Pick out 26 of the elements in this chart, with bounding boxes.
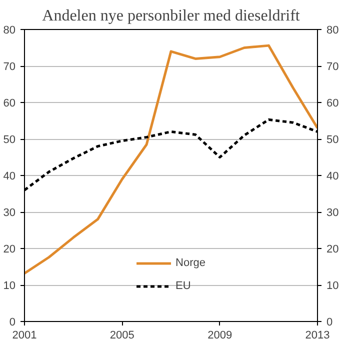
x-tick-label: 2009: [208, 330, 232, 341]
x-tick-label: 2005: [110, 330, 134, 341]
y2-tick-label: 50: [326, 134, 339, 146]
y2-tick-label: 10: [326, 280, 339, 292]
line-series: [24, 44, 318, 275]
y2-tick-label: 0: [326, 316, 333, 328]
x-tick-label: 2013: [305, 330, 330, 341]
y2-tick-label: 40: [326, 170, 339, 182]
y-tick-label: 80: [3, 24, 16, 36]
x-tick-label: 2001: [12, 330, 37, 341]
y2-tick-label: 60: [326, 98, 339, 110]
y2-tick-label: 20: [326, 244, 339, 256]
legend-label: Norge: [176, 257, 206, 269]
y2-tick-label: 80: [326, 24, 339, 36]
legend-label: EU: [176, 280, 192, 292]
y-tick-label: 40: [3, 170, 16, 182]
chart-title: Andelen nye personbiler med dieseldrift: [42, 8, 300, 24]
y-tick-label: 30: [3, 207, 16, 219]
y-tick-label: 50: [3, 134, 16, 146]
y2-tick-label: 70: [326, 61, 339, 73]
y-tick-label: 20: [3, 244, 16, 256]
y-tick-label: 10: [3, 280, 16, 292]
y-tick-label: 0: [9, 316, 16, 328]
y2-tick-label: 30: [326, 207, 339, 219]
y-tick-label: 70: [3, 61, 16, 73]
y-tick-label: 60: [3, 98, 16, 110]
